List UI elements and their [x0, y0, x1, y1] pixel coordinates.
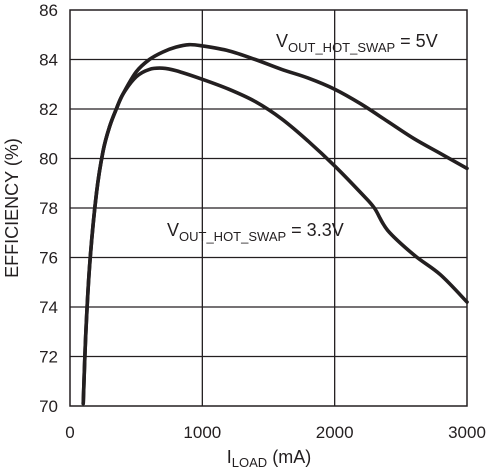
grid-lines: [70, 10, 467, 406]
y-axis-title: EFFICIENCY (%): [2, 138, 22, 278]
y-tick-labels: 70 72 74 76 78 80 82 84 86: [39, 1, 58, 416]
series-label-3v3-subscript: OUT_HOT_SWAP: [179, 229, 286, 244]
series-curves: [81, 42, 469, 406]
y-tick-label: 86: [39, 1, 58, 20]
series-line-3v3: [81, 66, 469, 406]
y-tick-label: 82: [39, 100, 58, 119]
x-tick-label: 2000: [316, 423, 354, 442]
series-label-5v-main: V: [276, 31, 288, 51]
x-tick-label: 1000: [183, 423, 221, 442]
x-tick-label: 3000: [448, 423, 486, 442]
plot-frame: [69, 9, 468, 407]
y-tick-label: 80: [39, 150, 58, 169]
y-tick-label: 78: [39, 199, 58, 218]
series-label-3v3-value: = 3.3V: [286, 220, 344, 240]
y-tick-label: 72: [39, 348, 58, 367]
series-line-5v: [81, 42, 469, 406]
series-label-3v3-main: V: [167, 220, 179, 240]
series-label-3v3: VOUT_HOT_SWAP = 3.3V: [167, 220, 344, 244]
x-axis-title-subscript: LOAD: [232, 455, 267, 470]
y-tick-label: 84: [39, 51, 58, 70]
y-tick-label: 74: [39, 298, 58, 317]
series-label-5v-subscript: OUT_HOT_SWAP: [288, 40, 395, 55]
x-axis-title-main: I: [227, 447, 232, 467]
x-axis-title: ILOAD (mA): [227, 447, 311, 470]
x-tick-labels: 0 1000 2000 3000: [65, 423, 486, 442]
y-tick-label: 76: [39, 249, 58, 268]
series-label-5v: VOUT_HOT_SWAP = 5V: [276, 31, 438, 55]
x-tick-label: 0: [65, 423, 74, 442]
y-tick-label: 70: [39, 397, 58, 416]
x-axis-title-unit: (mA): [267, 447, 311, 467]
series-label-5v-value: = 5V: [395, 31, 438, 51]
